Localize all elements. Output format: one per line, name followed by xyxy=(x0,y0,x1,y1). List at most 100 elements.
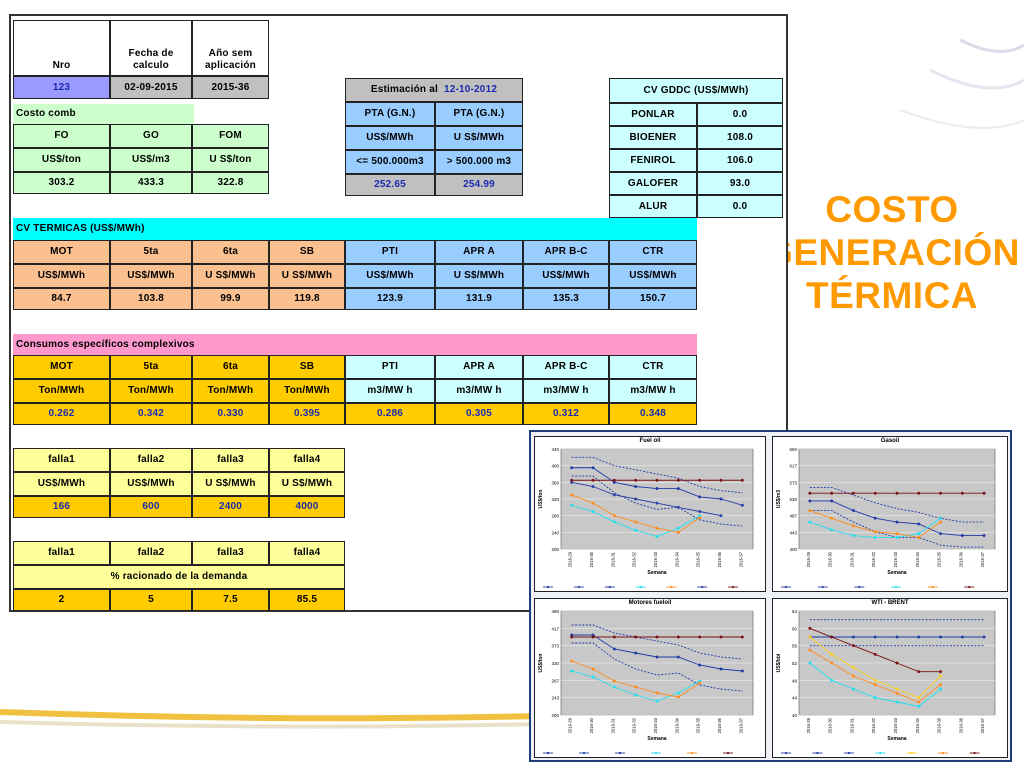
chart-title: Motores fueloil xyxy=(628,600,672,606)
cv-gddc-title: CV GDDC (US$/MWh) xyxy=(609,78,783,103)
data-point xyxy=(873,491,877,495)
falla4-unit: U S$/MWh xyxy=(269,472,345,496)
data-point xyxy=(917,696,921,700)
data-point xyxy=(830,516,834,520)
falla2-header: falla2 xyxy=(110,448,192,472)
y-tick-label: 443 xyxy=(789,530,797,535)
charts-panel: Fuel oil 200 240 280 320 360 400 440 2016-29 201… xyxy=(529,430,1012,762)
data-point xyxy=(655,655,659,659)
termicas-unit-sb: U S$/MWh xyxy=(269,264,345,288)
data-point xyxy=(612,685,616,689)
fuel-fom-unit: U S$/ton xyxy=(192,148,269,172)
slide-title-line-2: GENERACIÓN xyxy=(764,232,1020,273)
legend-marker xyxy=(582,751,586,755)
racionado-value-4[interactable]: 85.5 xyxy=(269,589,345,611)
x-tick-label: 2016-32 xyxy=(871,717,876,733)
data-point xyxy=(570,635,574,639)
consumos-col-ctr: CTR xyxy=(609,355,697,379)
pta-value-2[interactable]: 254.99 xyxy=(435,174,523,196)
header-anio-value[interactable]: 2015-36 xyxy=(192,76,269,99)
gddc-value-galofer[interactable]: 93.0 xyxy=(697,172,783,195)
termicas-col-aprbc: APR B-C xyxy=(523,240,609,264)
falla2-value[interactable]: 600 xyxy=(110,496,192,518)
consumos-value-mot[interactable]: 0.262 xyxy=(13,403,110,425)
falla4-value[interactable]: 4000 xyxy=(269,496,345,518)
gddc-value-alur[interactable]: 0.0 xyxy=(697,195,783,218)
data-point xyxy=(612,493,616,497)
fuel-fom-value[interactable]: 322.8 xyxy=(192,172,269,194)
consumos-value-6ta[interactable]: 0.330 xyxy=(192,403,269,425)
data-point xyxy=(851,674,855,678)
data-point xyxy=(982,491,986,495)
consumos-value-ctr[interactable]: 0.348 xyxy=(609,403,697,425)
fuel-fo-value[interactable]: 303.2 xyxy=(13,172,110,194)
x-tick-label: 2016-35 xyxy=(937,551,942,567)
consumos-unit-apra: m3/MW h xyxy=(435,379,523,403)
header-fecha-value[interactable]: 02-09-2015 xyxy=(110,76,192,99)
data-point xyxy=(570,659,574,663)
data-point xyxy=(851,635,855,639)
data-point xyxy=(655,487,659,491)
data-point xyxy=(808,648,812,652)
data-point xyxy=(808,491,812,495)
gddc-value-fenirol[interactable]: 106.0 xyxy=(697,149,783,172)
consumos-value-sb[interactable]: 0.395 xyxy=(269,403,345,425)
consumos-value-5ta[interactable]: 0.342 xyxy=(110,403,192,425)
pta-value-1[interactable]: 252.65 xyxy=(345,174,435,196)
x-tick-label: 2016-36 xyxy=(717,551,722,567)
legend-marker xyxy=(821,585,824,589)
consumos-value-aprbc[interactable]: 0.312 xyxy=(523,403,609,425)
x-tick-label: 2016-33 xyxy=(653,551,658,567)
termicas-unit-5ta: US$/MWh xyxy=(110,264,192,288)
data-point xyxy=(851,644,855,648)
x-tick-label: 2016-34 xyxy=(915,717,920,733)
fuel-go-value[interactable]: 433.3 xyxy=(110,172,192,194)
legend-marker xyxy=(726,751,730,755)
termicas-value-apra[interactable]: 131.9 xyxy=(435,288,523,310)
racionado-value-1[interactable]: 2 xyxy=(13,589,110,611)
y-tick-label: 243 xyxy=(551,696,559,701)
termicas-value-aprbc[interactable]: 135.3 xyxy=(523,288,609,310)
y-axis-label: US$/ton xyxy=(538,490,544,509)
x-tick-label: 2016-35 xyxy=(937,717,942,733)
falla3-value[interactable]: 2400 xyxy=(192,496,269,518)
cv-termicas-title: CV TERMICAS (US$/MWh) xyxy=(13,218,697,240)
chart-svg: 200 243 287 330 373 417 460 2016-29 2016-30 2016-… xyxy=(538,609,754,755)
termicas-col-mot: MOT xyxy=(13,240,110,264)
termicas-value-sb[interactable]: 119.8 xyxy=(269,288,345,310)
data-point xyxy=(895,687,899,691)
legend-marker xyxy=(654,751,658,755)
data-point xyxy=(808,661,812,665)
x-tick-label: 2016-35 xyxy=(696,717,701,733)
gddc-value-bioener[interactable]: 108.0 xyxy=(697,126,783,149)
data-point xyxy=(676,478,680,482)
falla3-unit: U S$/MWh xyxy=(192,472,269,496)
data-point xyxy=(570,466,574,470)
data-point xyxy=(939,683,943,687)
termicas-value-6ta[interactable]: 99.9 xyxy=(192,288,269,310)
data-point xyxy=(851,491,855,495)
chart-motores-fueloil: Motores fueloil 200 243 287 330 373 417 460 201… xyxy=(534,598,766,758)
racionado-value-3[interactable]: 7.5 xyxy=(192,589,269,611)
chart-wti-brent: WTI - BRENT 40 44 48 52 56 60 64 2016-29 2016-30… xyxy=(772,598,1008,758)
consumos-value-apra[interactable]: 0.305 xyxy=(435,403,523,425)
data-point xyxy=(960,635,964,639)
data-point xyxy=(676,635,680,639)
termicas-value-mot[interactable]: 84.7 xyxy=(13,288,110,310)
falla1-value[interactable]: 166 xyxy=(13,496,110,518)
consumos-value-pti[interactable]: 0.286 xyxy=(345,403,435,425)
data-point xyxy=(612,520,616,524)
series-line xyxy=(571,642,743,692)
data-point xyxy=(634,685,638,689)
termicas-value-pti[interactable]: 123.9 xyxy=(345,288,435,310)
data-point xyxy=(612,478,616,482)
racionado-value-2[interactable]: 5 xyxy=(110,589,192,611)
termicas-value-ctr[interactable]: 150.7 xyxy=(609,288,697,310)
data-point xyxy=(655,635,659,639)
x-tick-label: 2016-29 xyxy=(806,717,811,733)
data-point xyxy=(895,491,899,495)
consumos-col-pti: PTI xyxy=(345,355,435,379)
header-nro-value[interactable]: 123 xyxy=(13,76,110,99)
termicas-value-5ta[interactable]: 103.8 xyxy=(110,288,192,310)
gddc-value-ponlar[interactable]: 0.0 xyxy=(697,103,783,126)
